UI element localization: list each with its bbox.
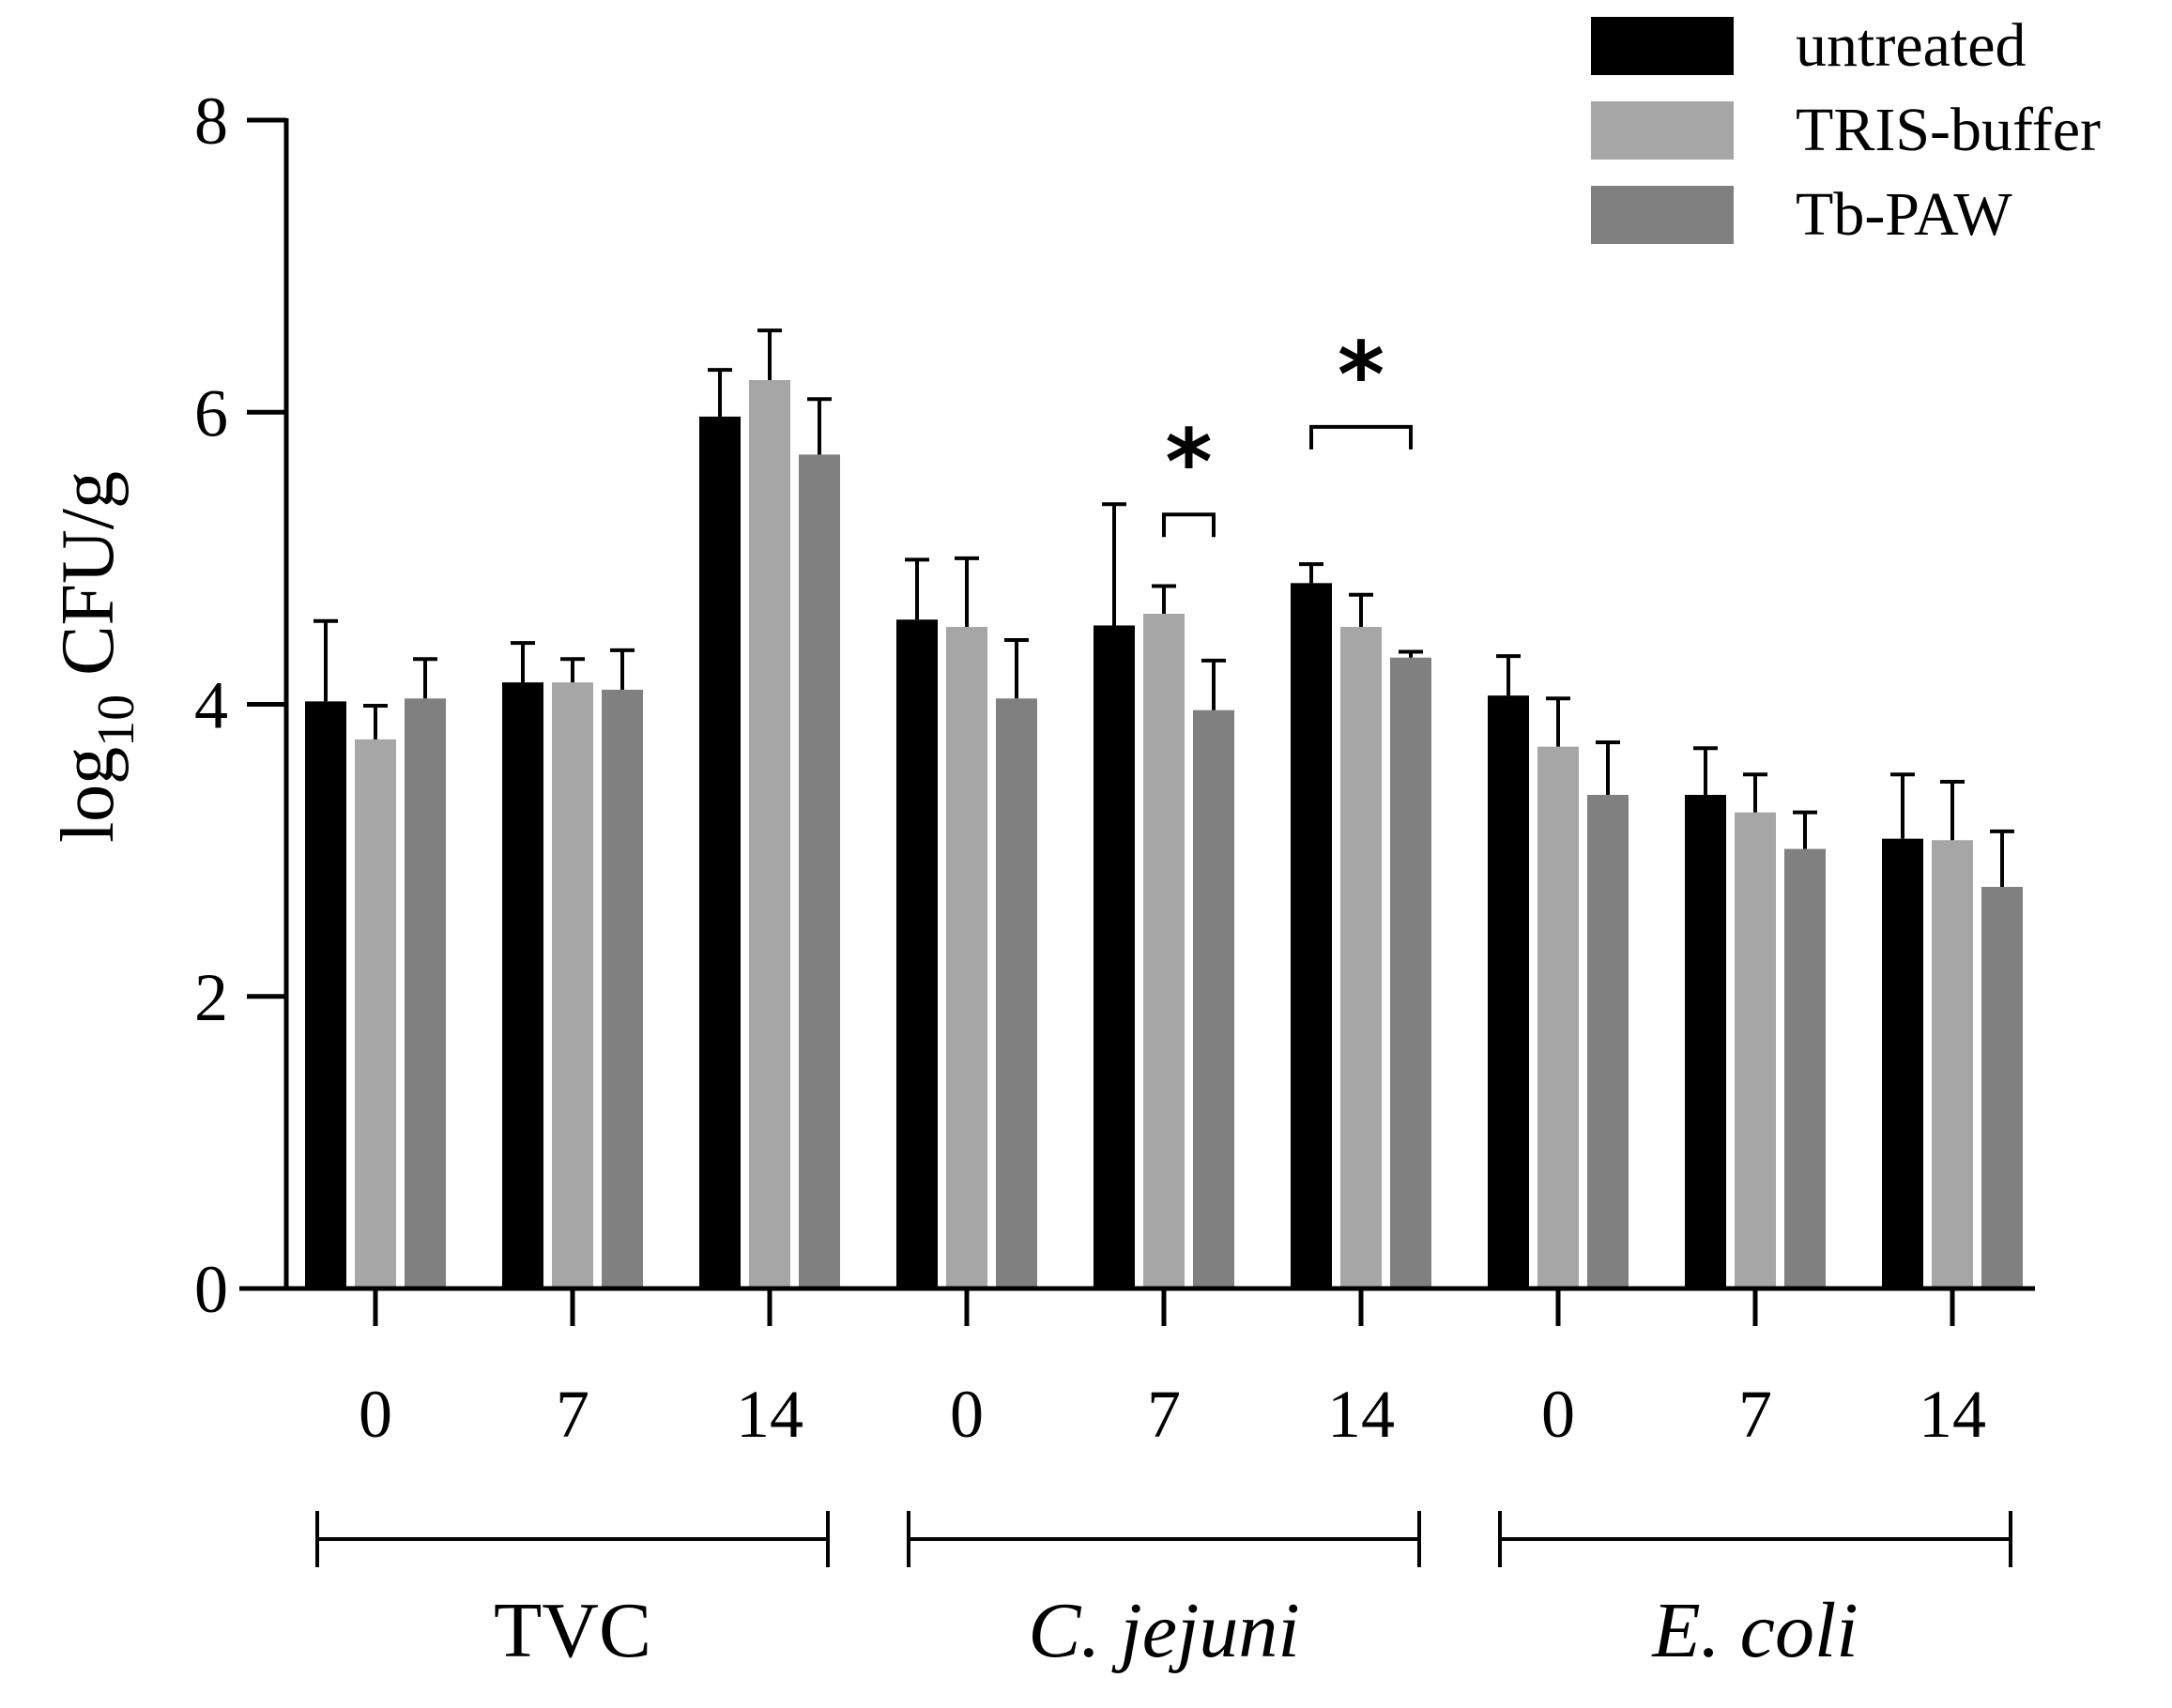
error-bar (610, 648, 635, 690)
bar-untreated-0 (305, 701, 346, 1289)
bar-tris-buffer-3 (946, 627, 987, 1289)
x-tick-label: 14 (1919, 1377, 1986, 1452)
error-bar (1201, 658, 1226, 710)
error-bar (1004, 638, 1029, 699)
legend-item: TRIS-buffer (1591, 96, 2101, 164)
bar-tb-paw-0 (405, 698, 446, 1289)
error-bar (363, 704, 388, 740)
bar-tb-paw-6 (1587, 794, 1629, 1289)
error-bar (905, 557, 929, 620)
error-bar (1299, 562, 1323, 584)
y-tick-label: 2 (194, 960, 228, 1035)
bar-tris-buffer-4 (1143, 614, 1185, 1289)
y-tick-label: 6 (194, 375, 228, 450)
bar-tb-paw-8 (1981, 887, 2023, 1289)
significance-bracket (1162, 512, 1216, 538)
x-tick-label: 0 (950, 1377, 984, 1452)
x-tick-label: 14 (1327, 1377, 1395, 1452)
legend-item: Tb-PAW (1591, 180, 2012, 249)
bar-tris-buffer-0 (355, 739, 396, 1289)
error-bar (1152, 584, 1176, 615)
x-tick-label: 14 (736, 1377, 803, 1452)
bar-tris-buffer-6 (1537, 746, 1579, 1289)
error-bar (1349, 592, 1373, 628)
legend-label: TRIS-buffer (1796, 96, 2101, 164)
bar-untreated-1 (502, 682, 543, 1289)
legend-label: untreated (1796, 11, 2027, 80)
error-bar (1743, 772, 1767, 813)
annotations-layer: ** (1162, 323, 1413, 538)
legend-label: Tb-PAW (1796, 180, 2012, 249)
y-axis-label-main: log (47, 747, 130, 843)
bar-tris-buffer-7 (1735, 812, 1776, 1289)
x-tick-label: 0 (1541, 1377, 1575, 1452)
error-bar (560, 657, 585, 683)
error-bar (1399, 649, 1423, 658)
error-bar (511, 641, 535, 683)
bar-tris-buffer-5 (1340, 627, 1382, 1289)
y-tick-label: 0 (194, 1252, 228, 1327)
x-tick-label: 7 (1738, 1377, 1772, 1452)
bar-tb-paw-4 (1193, 709, 1234, 1289)
bar-untreated-4 (1094, 625, 1135, 1289)
error-bar (314, 618, 338, 702)
bar-tb-paw-3 (996, 698, 1037, 1289)
bar-untreated-7 (1685, 794, 1726, 1289)
group-labels-layer: TVC C. jejuni E. coli (315, 1511, 2012, 1674)
bar-untreated-5 (1291, 583, 1332, 1289)
x-tick-label: 7 (556, 1377, 589, 1452)
bar-tb-paw-7 (1784, 848, 1826, 1289)
error-bar (1793, 810, 1817, 849)
bar-untreated-2 (699, 416, 741, 1289)
error-bar (955, 556, 979, 628)
error-bar (757, 328, 782, 381)
y-axis-label: log10 CFU/g (47, 471, 145, 843)
x-tick-label: 0 (359, 1377, 392, 1452)
group-label: E. coli (1651, 1587, 1858, 1674)
y-axis-label-subscript: 10 (87, 694, 145, 747)
axes-layer: 0 2 4 6 8 0 7 14 0 7 14 0 7 14 (194, 84, 2035, 1452)
bar-tb-paw-1 (602, 689, 643, 1289)
legend-swatch (1591, 186, 1734, 244)
legend-swatch (1591, 101, 1734, 160)
bars-layer (305, 380, 2023, 1289)
significance-star: * (1165, 410, 1212, 515)
error-bar (1990, 829, 2014, 888)
x-tick-label: 7 (1147, 1377, 1181, 1452)
significance-star: * (1338, 323, 1384, 428)
error-bar (413, 657, 437, 699)
error-bar (1102, 502, 1126, 626)
error-bar (1693, 746, 1718, 795)
legend-swatch (1591, 17, 1734, 75)
bar-tris-buffer-1 (552, 682, 593, 1289)
group-bracket (1498, 1511, 2012, 1567)
bar-untreated-6 (1488, 695, 1529, 1289)
error-bar (1546, 696, 1570, 747)
group-bracket (315, 1511, 830, 1567)
error-bar (708, 368, 732, 417)
error-bar (807, 397, 832, 455)
error-bar (1596, 740, 1620, 795)
legend: untreated TRIS-buffer Tb-PAW (1591, 11, 2101, 249)
group-label: C. jejuni (1028, 1587, 1299, 1674)
legend-item: untreated (1591, 11, 2027, 80)
bar-tb-paw-5 (1390, 657, 1431, 1289)
bar-tris-buffer-2 (749, 380, 790, 1289)
group-label: TVC (494, 1587, 651, 1674)
group-bracket (907, 1511, 1421, 1567)
error-bar (1940, 779, 1965, 841)
y-tick-label: 8 (194, 84, 228, 159)
error-bar (1496, 654, 1521, 696)
bar-untreated-8 (1882, 838, 1923, 1289)
error-bar (1890, 772, 1915, 839)
bar-untreated-3 (896, 619, 938, 1289)
y-tick-label: 4 (194, 668, 228, 743)
bar-tb-paw-2 (799, 454, 840, 1289)
significance-bracket (1309, 424, 1413, 450)
bar-tris-buffer-8 (1932, 840, 1973, 1289)
y-axis-label-rest: CFU/g (47, 471, 130, 694)
error-bars-layer (314, 328, 2014, 888)
